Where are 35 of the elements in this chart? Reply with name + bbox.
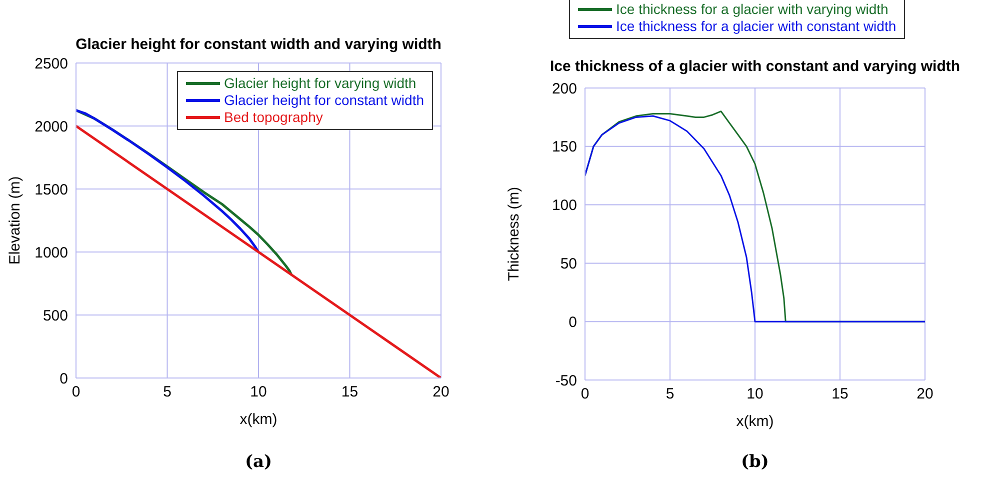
y-tick-label: 0: [60, 370, 68, 388]
x-tick-label: 20: [432, 384, 450, 401]
x-tick-label: 15: [832, 386, 848, 403]
y-tick-label: 500: [42, 307, 68, 324]
y-tick-label: 0: [568, 314, 577, 331]
y-axis-title: Thickness (m): [505, 186, 522, 282]
x-tick-label: 20: [916, 386, 934, 403]
chart-title: Ice thickness of a glacier with constant and varying width: [548, 58, 962, 75]
y-tick-label: 1000: [34, 244, 68, 262]
x-tick-label: 10: [746, 386, 764, 403]
x-axis-title: x(km): [240, 411, 278, 428]
x-tick-label: 15: [341, 384, 358, 401]
x-tick-label: 5: [163, 384, 172, 401]
legend-label: Bed topography: [224, 109, 323, 126]
y-tick-label: -50: [555, 372, 577, 390]
legend-label: Ice thickness for a glacier with varying width: [616, 1, 888, 18]
y-tick-label: 1500: [34, 181, 68, 198]
y-tick-label: 2500: [34, 55, 68, 72]
legend-label: Glacier height for constant width: [224, 92, 424, 109]
x-tick-label: 5: [666, 386, 674, 403]
legend-label: Glacier height for varying width: [224, 75, 416, 92]
x-axis-title: x(km): [736, 413, 774, 430]
x-tick-label: 0: [580, 386, 590, 403]
chart-title: Glacier height for constant width and varying width: [74, 36, 442, 53]
x-tick-label: 0: [72, 384, 80, 401]
text: (a): [244, 452, 274, 472]
y-tick-label: 150: [552, 138, 577, 156]
x-tick-label: 10: [250, 384, 267, 401]
y-tick-label: 2000: [34, 118, 68, 136]
legend-label: Ice thickness for a glacier with constant width: [616, 18, 896, 35]
y-tick-label: 50: [560, 256, 577, 273]
y-tick-label: 100: [552, 197, 577, 214]
y-tick-label: 200: [552, 80, 577, 98]
text: (b): [740, 452, 770, 472]
y-axis-title: Elevation (m): [6, 176, 24, 265]
